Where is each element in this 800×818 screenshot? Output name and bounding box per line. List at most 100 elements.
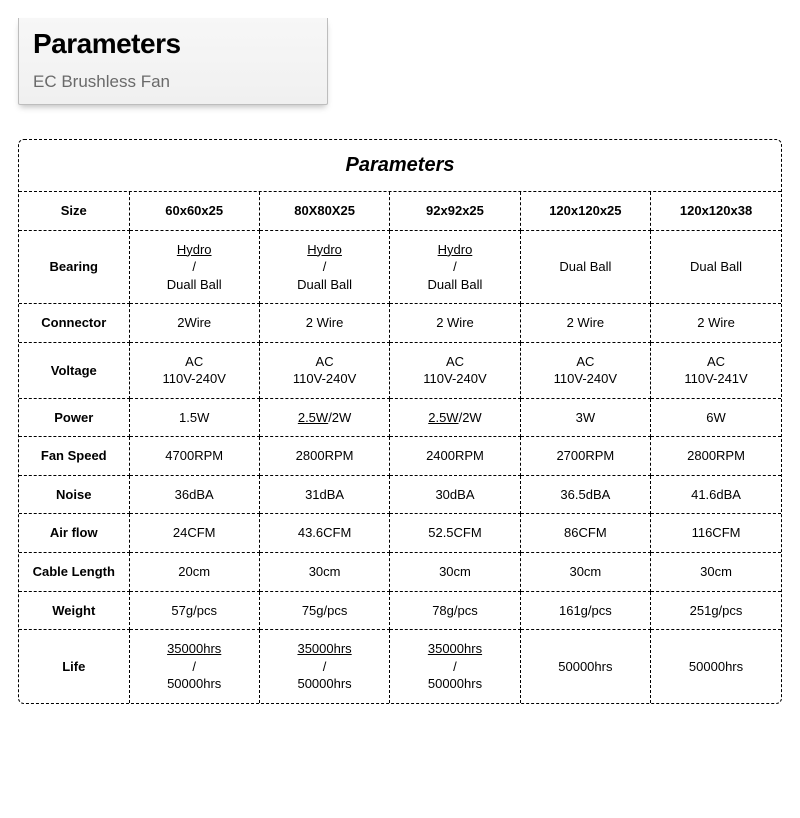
row-label: Size bbox=[19, 192, 129, 230]
cell-text: 2 Wire bbox=[567, 315, 605, 330]
cell-text: 57g/pcs bbox=[171, 603, 217, 618]
cell-text: 110V-241V bbox=[655, 370, 777, 388]
table-row: VoltageAC110V-240VAC110V-240VAC110V-240V… bbox=[19, 342, 781, 398]
cell-text: 86CFM bbox=[564, 525, 607, 540]
cell-text: 161g/pcs bbox=[559, 603, 612, 618]
table-row: Power1.5W2.5W/2W2.5W/2W3W6W bbox=[19, 398, 781, 437]
cell-text: / bbox=[134, 658, 255, 676]
cell-text: 50000hrs bbox=[558, 659, 612, 674]
cell-text: Duall Ball bbox=[394, 276, 515, 294]
cell-text: 35000hrs bbox=[264, 640, 385, 658]
column-header: 92x92x25 bbox=[390, 192, 520, 230]
table-cell: 24CFM bbox=[129, 514, 259, 553]
table-cell: 57g/pcs bbox=[129, 591, 259, 630]
table-cell: 78g/pcs bbox=[390, 591, 520, 630]
table-cell: 36dBA bbox=[129, 475, 259, 514]
header-box: Parameters EC Brushless Fan bbox=[18, 18, 328, 105]
table-cell: 30cm bbox=[390, 553, 520, 592]
cell-text: 110V-240V bbox=[134, 370, 255, 388]
cell-text: 30cm bbox=[439, 564, 471, 579]
table-cell: 4700RPM bbox=[129, 437, 259, 476]
cell-text: 50000hrs bbox=[394, 675, 515, 693]
cell-text: 2.5W bbox=[298, 410, 328, 425]
parameters-table-container: Parameters Size60x60x2580X80X2592x92x251… bbox=[18, 139, 782, 704]
cell-text: 50000hrs bbox=[134, 675, 255, 693]
cell-text: Hydro bbox=[134, 241, 255, 259]
cell-text: / bbox=[394, 658, 515, 676]
table-cell: 75g/pcs bbox=[259, 591, 389, 630]
table-row: Fan Speed 4700RPM 2800RPM 2400RPM 2700RPM 280… bbox=[19, 437, 781, 476]
table-cell: 20cm bbox=[129, 553, 259, 592]
cell-text: 43.6CFM bbox=[298, 525, 351, 540]
table-cell: 1.5W bbox=[129, 398, 259, 437]
table-row: Air flow24CFM43.6CFM52.5CFM86CFM116CFM bbox=[19, 514, 781, 553]
cell-text: 60x60x25 bbox=[165, 203, 223, 218]
table-row: Weight57g/pcs75g/pcs78g/pcs161g/pcs251g/… bbox=[19, 591, 781, 630]
table-cell: Dual Ball bbox=[651, 230, 781, 304]
cell-text: /2W bbox=[328, 410, 351, 425]
cell-text: 36.5dBA bbox=[560, 487, 610, 502]
cell-text: Duall Ball bbox=[134, 276, 255, 294]
table-cell: AC110V-240V bbox=[129, 342, 259, 398]
column-header: 60x60x25 bbox=[129, 192, 259, 230]
table-cell: 2 Wire bbox=[520, 304, 650, 343]
cell-text: 2 Wire bbox=[436, 315, 474, 330]
cell-text: 4700RPM bbox=[165, 448, 223, 463]
row-label: Voltage bbox=[19, 342, 129, 398]
cell-text: Hydro bbox=[264, 241, 385, 259]
table-cell: 3W bbox=[520, 398, 650, 437]
cell-text: 30cm bbox=[569, 564, 601, 579]
row-label: Connector bbox=[19, 304, 129, 343]
table-cell: 35000hrs/50000hrs bbox=[129, 630, 259, 703]
cell-text: 120x120x25 bbox=[549, 203, 621, 218]
table-cell: 2.5W/2W bbox=[390, 398, 520, 437]
row-label: Noise bbox=[19, 475, 129, 514]
table-row: Connector2Wire2 Wire2 Wire2 Wire2 Wire bbox=[19, 304, 781, 343]
cell-text: 2 Wire bbox=[697, 315, 735, 330]
table-cell: Hydro/Duall Ball bbox=[259, 230, 389, 304]
cell-text: 30dBA bbox=[435, 487, 474, 502]
cell-text: / bbox=[394, 258, 515, 276]
cell-text: 20cm bbox=[178, 564, 210, 579]
row-label: Life bbox=[19, 630, 129, 703]
cell-text: 120x120x38 bbox=[680, 203, 752, 218]
table-cell: 31dBA bbox=[259, 475, 389, 514]
table-cell: 2 Wire bbox=[390, 304, 520, 343]
cell-text: 92x92x25 bbox=[426, 203, 484, 218]
table-cell: 2 Wire bbox=[259, 304, 389, 343]
cell-text: 2800RPM bbox=[296, 448, 354, 463]
cell-text: 2 Wire bbox=[306, 315, 344, 330]
table-cell: 2 Wire bbox=[651, 304, 781, 343]
table-cell: 30dBA bbox=[390, 475, 520, 514]
row-label: Air flow bbox=[19, 514, 129, 553]
cell-text: 30cm bbox=[309, 564, 341, 579]
cell-text: 2700RPM bbox=[556, 448, 614, 463]
cell-text: 110V-240V bbox=[394, 370, 515, 388]
row-label: Fan Speed bbox=[19, 437, 129, 476]
table-cell: 30cm bbox=[520, 553, 650, 592]
table-cell: AC110V-241V bbox=[651, 342, 781, 398]
table-cell: Dual Ball bbox=[520, 230, 650, 304]
table-cell: 30cm bbox=[651, 553, 781, 592]
parameters-table: Size60x60x2580X80X2592x92x25120x120x2512… bbox=[19, 192, 781, 703]
table-cell: 251g/pcs bbox=[651, 591, 781, 630]
cell-text: AC bbox=[134, 353, 255, 371]
cell-text: /2W bbox=[459, 410, 482, 425]
cell-text: 2800RPM bbox=[687, 448, 745, 463]
cell-text: 24CFM bbox=[173, 525, 216, 540]
table-cell: 41.6dBA bbox=[651, 475, 781, 514]
column-header: 120x120x25 bbox=[520, 192, 650, 230]
table-cell: 2.5W/2W bbox=[259, 398, 389, 437]
table-row: Life35000hrs/50000hrs35000hrs/50000hrs35… bbox=[19, 630, 781, 703]
cell-text: Dual Ball bbox=[690, 259, 742, 274]
cell-text: 116CFM bbox=[692, 525, 741, 540]
cell-text: 110V-240V bbox=[264, 370, 385, 388]
cell-text: / bbox=[134, 258, 255, 276]
table-cell: 2400RPM bbox=[390, 437, 520, 476]
cell-text: Hydro bbox=[394, 241, 515, 259]
table-cell: 50000hrs bbox=[651, 630, 781, 703]
table-cell: 2800RPM bbox=[651, 437, 781, 476]
table-row: BearingHydro/Duall BallHydro/Duall BallH… bbox=[19, 230, 781, 304]
cell-text: AC bbox=[525, 353, 646, 371]
cell-text: AC bbox=[264, 353, 385, 371]
